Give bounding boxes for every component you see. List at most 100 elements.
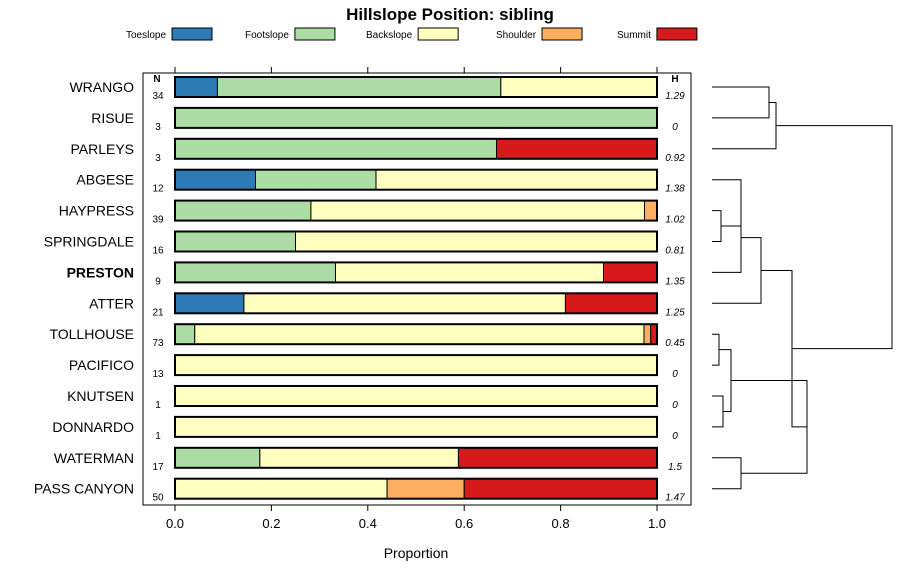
h-value-waterman: 1.5: [668, 462, 682, 473]
bar-outline-parleys: [174, 137, 658, 160]
bar-parleys-footslope: [174, 138, 497, 160]
bar-waterman-summit: [457, 447, 658, 469]
legend-label-shoulder: Shoulder: [496, 30, 537, 41]
bar-abgese-toeslope: [174, 169, 256, 191]
n-column-header: N: [153, 74, 160, 85]
bar-outline-pacifico: [174, 354, 658, 377]
legend-label-footslope: Footslope: [245, 30, 289, 41]
x-tick-label-5: 1.0: [648, 516, 666, 531]
row-label-wrango: WRANGO: [69, 79, 134, 95]
bar-haypress-shoulder: [643, 200, 658, 222]
dendrogram-link-haypress-springdale: [712, 210, 722, 242]
legend-swatch-summit: [656, 27, 698, 41]
bar-outline-tollhouse: [174, 323, 658, 346]
bar-springdale-footslope: [174, 231, 296, 252]
row-label-risue: RISUE: [91, 110, 134, 126]
h-value-parleys: 0.92: [665, 153, 685, 164]
bar-haypress-footslope: [174, 200, 312, 222]
row-label-abgese: ABGESE: [76, 172, 134, 188]
h-value-pass-canyon: 1.47: [665, 493, 685, 504]
bar-outline-risue: [174, 106, 658, 129]
h-value-preston: 1.35: [665, 276, 685, 287]
bar-outline-abgese: [174, 168, 658, 191]
dendrogram-link-knutsen-donnardo: [712, 395, 724, 428]
legend-swatch-shoulder: [541, 27, 583, 41]
bar-haypress-backslope: [310, 200, 645, 222]
n-value-pass-canyon: 50: [152, 493, 164, 504]
row-label-atter: ATTER: [89, 295, 134, 311]
dendrogram-link-preston: [712, 202, 742, 273]
n-value-pacifico: 13: [152, 369, 164, 380]
row-label-waterman: WATERMAN: [54, 450, 134, 466]
dendrogram-link-waterman-passcanyon: [712, 457, 742, 490]
bar-outline-springdale: [174, 230, 658, 253]
bar-atter-summit: [564, 292, 658, 314]
row-label-parleys: PARLEYS: [70, 141, 134, 157]
bars: [174, 76, 658, 500]
bar-outline-preston: [174, 261, 658, 284]
bar-outline-wrango: [174, 76, 658, 98]
bar-preston-summit: [602, 261, 658, 283]
x-tick-label-2: 0.4: [359, 516, 377, 531]
h-value-abgese: 1.38: [665, 184, 685, 195]
row-label-preston: PRESTON: [67, 264, 134, 280]
bar-wrango-toeslope: [174, 76, 218, 98]
h-value-wrango: 1.29: [665, 91, 685, 102]
legend-label-backslope: Backslope: [366, 30, 413, 41]
n-value-tollhouse: 73: [152, 338, 164, 349]
h-value-knutsen: 0: [672, 400, 678, 411]
n-value-abgese: 12: [152, 184, 164, 195]
bar-outline-knutsen: [174, 385, 658, 407]
bar-springdale-backslope: [295, 231, 658, 252]
row-label-tollhouse: TOLLHOUSE: [49, 326, 134, 342]
row-label-donnardo: DONNARDO: [52, 419, 134, 435]
bar-tollhouse-backslope: [194, 323, 645, 345]
x-tick-label-0: 0.0: [166, 516, 184, 531]
legend-label-toeslope: Toeslope: [126, 30, 166, 41]
bar-risue-footslope: [174, 107, 658, 129]
plot-frame: [142, 72, 692, 506]
dendrogram-link-root: [776, 125, 893, 350]
bar-pass-canyon-shoulder: [386, 478, 465, 500]
h-value-springdale: 0.81: [665, 246, 684, 257]
bar-outline-pass-canyon: [174, 477, 658, 500]
bar-outline-donnardo: [174, 415, 658, 438]
n-value-knutsen: 1: [155, 400, 161, 411]
row-label-haypress: HAYPRESS: [59, 203, 134, 219]
dendrogram-link-tollhouse-group: [719, 349, 732, 412]
n-value-atter: 21: [152, 307, 164, 318]
n-value-waterman: 17: [152, 462, 164, 473]
bar-donnardo-backslope: [174, 416, 658, 438]
x-tick-label-4: 0.8: [552, 516, 570, 531]
h-value-risue: 0: [672, 122, 678, 133]
x-axis-label: Proportion: [384, 545, 449, 561]
n-value-parleys: 3: [155, 153, 161, 164]
h-value-haypress: 1.02: [665, 215, 685, 226]
legend-swatch-toeslope: [171, 27, 213, 41]
bar-waterman-footslope: [174, 447, 261, 469]
bar-atter-backslope: [243, 292, 566, 314]
bar-pass-canyon-summit: [463, 478, 658, 500]
n-value-risue: 3: [155, 122, 161, 133]
dendrogram: [712, 86, 893, 490]
x-axis: 0.0 0.2 0.4 0.6 0.8 1.0: [166, 67, 666, 531]
legend: Toeslope Footslope Backslope Shoulder Summit: [126, 27, 698, 41]
bar-waterman-backslope: [259, 447, 459, 469]
h-value-atter: 1.25: [665, 307, 685, 318]
n-value-haypress: 39: [152, 215, 164, 226]
bar-pacifico-backslope: [174, 354, 658, 376]
h-value-donnardo: 0: [672, 431, 678, 442]
bar-abgese-footslope: [254, 169, 377, 191]
bar-wrango-backslope: [500, 76, 658, 98]
dendrogram-link-tollhouse-pacifico: [712, 333, 720, 366]
row-label-knutsen: KNUTSEN: [67, 388, 134, 404]
legend-swatch-footslope: [294, 27, 336, 41]
row-label-pacifico: PACIFICO: [69, 357, 134, 373]
row-label-pass-canyon: PASS CANYON: [34, 481, 134, 497]
bar-tollhouse-footslope: [174, 323, 196, 345]
legend-label-summit: Summit: [617, 30, 651, 41]
n-value-wrango: 34: [152, 91, 164, 102]
h-value-pacifico: 0: [672, 369, 678, 380]
